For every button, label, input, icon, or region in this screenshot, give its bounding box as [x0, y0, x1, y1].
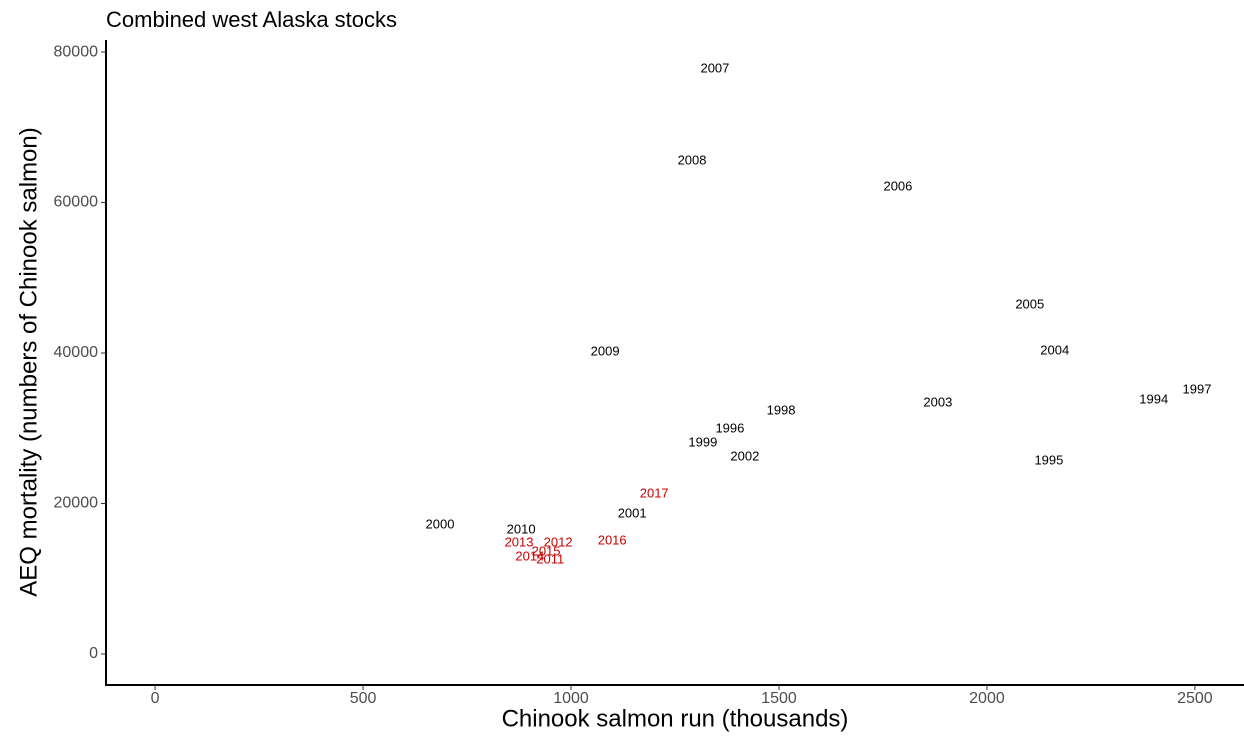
point-label: 2017 — [640, 485, 669, 500]
point-label: 2008 — [678, 153, 707, 168]
point-label: 2011 — [536, 551, 564, 566]
point-label: 2001 — [618, 505, 647, 520]
point-label: 2013 — [505, 534, 534, 549]
y-tick-label: 80000 — [54, 43, 99, 60]
x-tick-label: 2000 — [969, 690, 1005, 707]
point-label: 2010 — [507, 521, 536, 536]
point-label: 2009 — [591, 343, 620, 358]
x-tick-label: 1000 — [553, 690, 589, 707]
x-tick-label: 2500 — [1177, 690, 1213, 707]
y-tick-label: 60000 — [54, 194, 99, 211]
y-tick-label: 40000 — [54, 344, 99, 361]
point-label: 1994 — [1139, 391, 1168, 406]
point-label: 1996 — [715, 420, 744, 435]
point-label: 2004 — [1040, 342, 1069, 357]
x-tick-label: 1500 — [761, 690, 797, 707]
point-label: 2005 — [1015, 296, 1044, 311]
chart-title: Combined west Alaska stocks — [106, 7, 397, 32]
y-axis-label: AEQ mortality (numbers of Chinook salmon… — [15, 127, 42, 597]
point-label: 1997 — [1183, 381, 1212, 396]
point-label: 2007 — [700, 60, 729, 75]
y-tick-label: 0 — [89, 645, 98, 662]
point-label: 2014 — [515, 548, 544, 563]
x-axis-label: Chinook salmon run (thousands) — [502, 705, 849, 732]
point-label: 2012 — [544, 534, 573, 549]
point-label: 1999 — [688, 434, 717, 449]
point-label: 2016 — [598, 532, 627, 547]
point-label: 2003 — [923, 394, 952, 409]
point-label: 1995 — [1034, 452, 1063, 467]
point-label: 1998 — [767, 402, 796, 417]
y-tick-label: 20000 — [54, 495, 99, 512]
point-label: 2000 — [426, 516, 455, 531]
x-tick-label: 500 — [350, 690, 377, 707]
point-label: 2002 — [730, 448, 759, 463]
point-label: 2015 — [532, 543, 561, 558]
point-label: 2006 — [883, 178, 912, 193]
x-tick-label: 0 — [151, 690, 160, 707]
